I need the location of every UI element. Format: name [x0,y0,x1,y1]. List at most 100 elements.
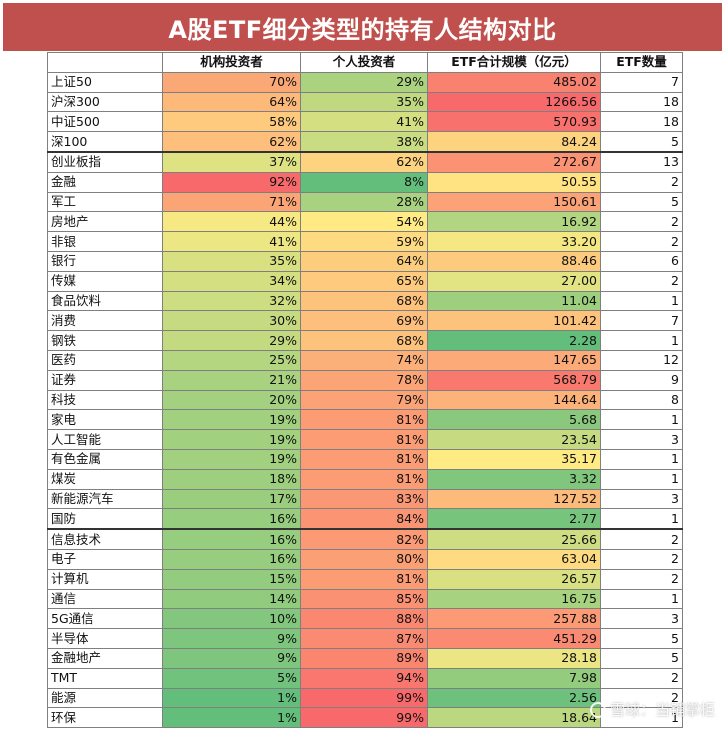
row-name: 环保 [47,707,163,729]
table-row: 电子 16% 80% 63.04 2 [47,548,683,570]
institutional-share: 10% [162,608,301,630]
institutional-share: 19% [162,429,301,450]
etf-count: 13 [600,150,683,173]
row-name: 金融地产 [47,647,163,669]
row-name: 科技 [47,389,163,411]
row-name: 中证500 [47,111,163,133]
row-name: 军工 [47,191,163,213]
institutional-share: 9% [162,628,301,649]
etf-scale: 485.02 [427,71,601,93]
retail-share: 68% [300,330,428,351]
etf-scale: 451.29 [427,628,601,649]
table-row: 传媒 34% 65% 27.00 2 [47,270,683,292]
etf-scale: 272.67 [427,150,601,173]
table-row: 能源 1% 99% 2.56 2 [47,687,683,709]
etf-scale: 1266.56 [427,91,601,113]
etf-count: 1 [600,588,683,610]
row-name: 创业板指 [47,150,163,173]
etf-count: 1 [600,508,683,530]
etf-count: 12 [600,349,683,371]
etf-scale: 28.18 [427,647,601,669]
row-name: 消费 [47,310,163,332]
table-row: 深100 62% 38% 84.24 5 [47,131,683,153]
etf-scale: 35.17 [427,448,601,470]
institutional-share: 16% [162,508,301,530]
retail-share: 81% [300,429,428,450]
etf-scale: 2.28 [427,330,601,351]
etf-count: 18 [600,91,683,113]
table-row: 有色金属 19% 81% 35.17 1 [47,448,683,470]
table-row: 国防 16% 84% 2.77 1 [47,508,683,530]
institutional-share: 35% [162,250,301,272]
table-row: 沪深300 64% 35% 1266.56 18 [47,91,683,113]
etf-count: 2 [600,667,683,689]
row-name: 传媒 [47,270,163,292]
etf-scale: 150.61 [427,191,601,213]
etf-count: 6 [600,250,683,272]
etf-scale: 11.04 [427,290,601,312]
retail-share: 65% [300,270,428,292]
table-row: 上证50 70% 29% 485.02 7 [47,71,683,93]
institutional-share: 25% [162,349,301,371]
table-row: 新能源汽车 17% 83% 127.52 3 [47,488,683,510]
table-row: 钢铁 29% 68% 2.28 1 [47,330,683,351]
institutional-share: 20% [162,389,301,411]
retail-share: 74% [300,349,428,371]
etf-count: 2 [600,568,683,590]
table-row: 人工智能 19% 81% 23.54 3 [47,429,683,450]
institutional-share: 1% [162,687,301,709]
table-row: 中证500 58% 41% 570.93 18 [47,111,683,133]
institutional-share: 34% [162,270,301,292]
row-name: 食品饮料 [47,290,163,312]
row-name: 电子 [47,548,163,570]
retail-share: 54% [300,211,428,233]
table-row: 环保 1% 99% 18.64 1 [47,707,683,729]
etf-scale: 257.88 [427,608,601,630]
table-row: 非银 41% 59% 33.20 2 [47,231,683,252]
retail-share: 81% [300,448,428,470]
etf-scale: 18.64 [427,707,601,729]
row-name: 信息技术 [47,528,163,550]
row-name: 房地产 [47,211,163,233]
table-row: 军工 71% 28% 150.61 5 [47,191,683,213]
retail-share: 78% [300,369,428,391]
institutional-share: 17% [162,488,301,510]
etf-scale: 570.93 [427,111,601,133]
institutional-share: 21% [162,369,301,391]
institutional-share: 16% [162,548,301,570]
etf-count: 7 [600,310,683,332]
table-row: 医药 25% 74% 147.65 12 [47,349,683,371]
row-name: 非银 [47,231,163,252]
row-name: 半导体 [47,628,163,649]
retail-share: 35% [300,91,428,113]
etf-count: 2 [600,270,683,292]
row-name: 计算机 [47,568,163,590]
retail-share: 81% [300,568,428,590]
etf-count: 1 [600,448,683,470]
etf-scale: 88.46 [427,250,601,272]
table-row: 食品饮料 32% 68% 11.04 1 [47,290,683,312]
table-row: 证券 21% 78% 568.79 9 [47,369,683,391]
etf-count: 3 [600,488,683,510]
etf-count: 5 [600,131,683,153]
row-name: 家电 [47,409,163,431]
etf-count: 1 [600,409,683,431]
etf-count: 2 [600,171,683,193]
institutional-share: 1% [162,707,301,729]
retail-share: 88% [300,608,428,630]
etf-count: 2 [600,528,683,550]
row-name: 医药 [47,349,163,371]
institutional-share: 19% [162,448,301,470]
row-name: 上证50 [47,71,163,93]
table-header-row: 机构投资者 个人投资者 ETF合计规模（亿元） ETF数量 [47,52,683,73]
institutional-share: 70% [162,71,301,93]
row-name: 钢铁 [47,330,163,351]
watermark: 雪球：当铺掌柜 [589,699,715,720]
table-row: 通信 14% 85% 16.75 1 [47,588,683,610]
row-name: 深100 [47,131,163,153]
etf-scale: 84.24 [427,131,601,153]
etf-count: 8 [600,389,683,411]
etf-scale: 23.54 [427,429,601,450]
retail-share: 94% [300,667,428,689]
institutional-share: 58% [162,111,301,133]
